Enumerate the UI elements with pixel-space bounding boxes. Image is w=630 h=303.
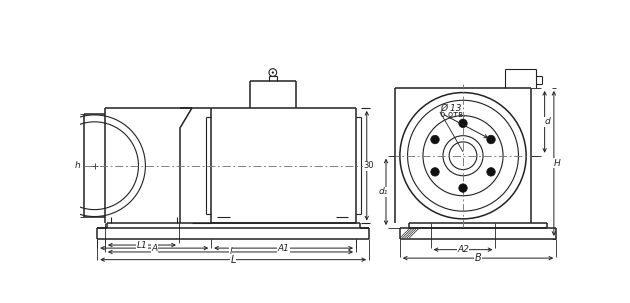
- Text: d₁: d₁: [378, 187, 387, 196]
- Circle shape: [487, 135, 495, 144]
- Text: 30: 30: [364, 161, 374, 170]
- Circle shape: [272, 72, 274, 74]
- Text: L: L: [231, 255, 236, 265]
- Text: H: H: [554, 159, 560, 168]
- Circle shape: [487, 168, 495, 176]
- Circle shape: [431, 168, 439, 176]
- Text: d: d: [545, 117, 551, 126]
- Text: A2: A2: [457, 245, 469, 254]
- Text: h: h: [75, 161, 81, 170]
- Circle shape: [431, 135, 439, 144]
- Text: l: l: [229, 248, 232, 256]
- Text: Ø 13: Ø 13: [440, 104, 461, 113]
- Circle shape: [459, 184, 467, 192]
- Text: 6 отв.: 6 отв.: [440, 110, 466, 119]
- Text: A1: A1: [278, 244, 290, 253]
- Text: B: B: [474, 253, 481, 263]
- Circle shape: [459, 119, 467, 128]
- Text: L1: L1: [137, 241, 147, 250]
- Text: A: A: [151, 244, 158, 253]
